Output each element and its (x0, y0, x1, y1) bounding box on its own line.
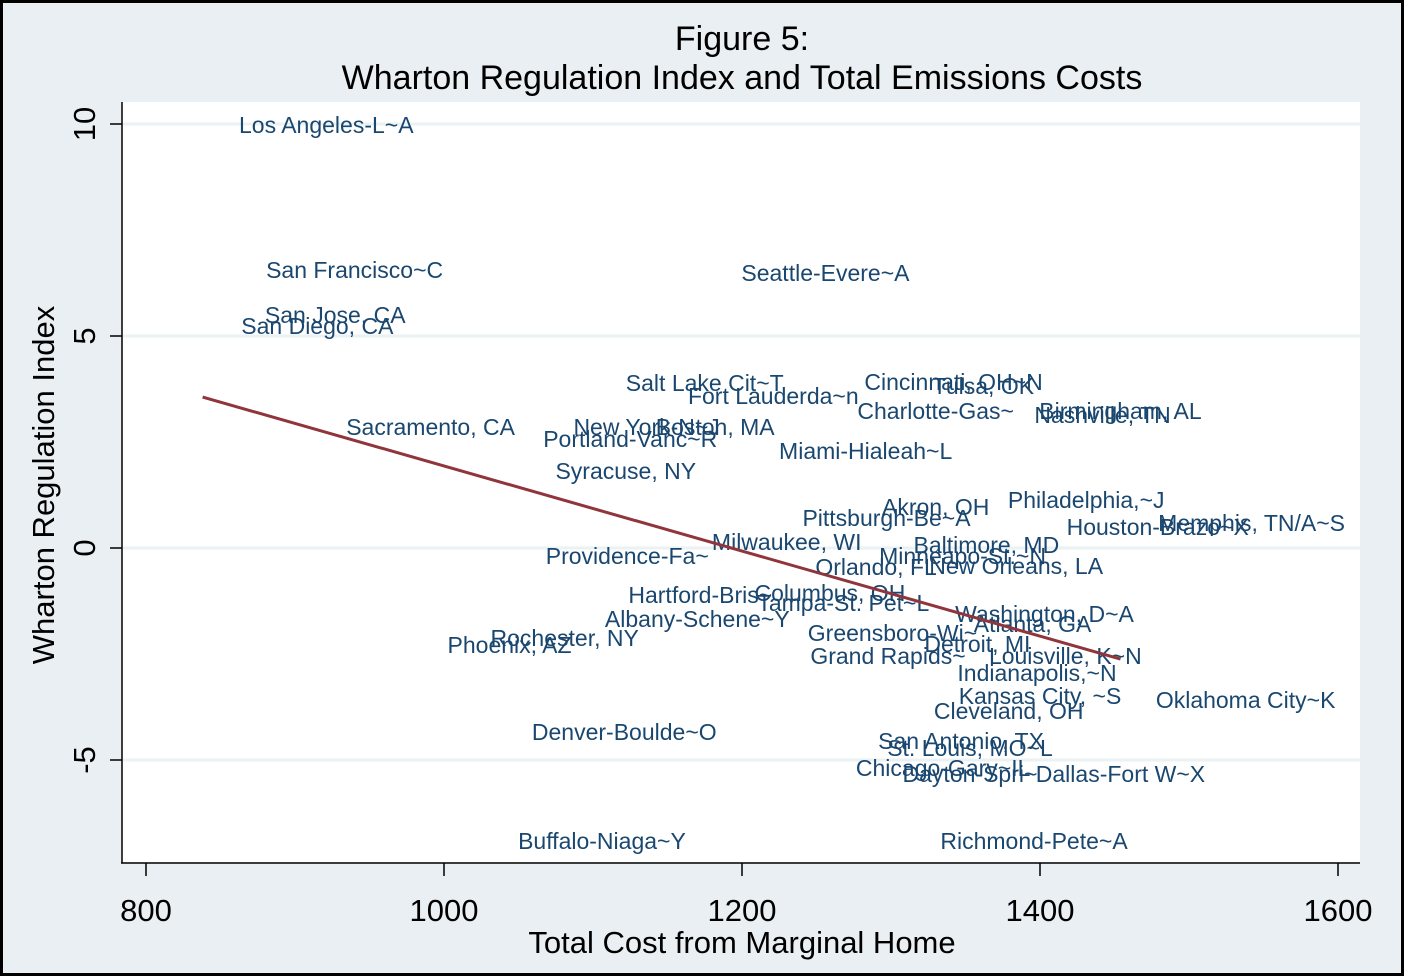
point-label: Milwaukee, WI (712, 529, 862, 555)
point-label: Boston, MA (656, 414, 776, 440)
fit-line (202, 395, 1121, 661)
point-label: Dayton-Spri~ (903, 761, 1038, 787)
point-label: Hartford-Bris~ (628, 582, 772, 608)
point-label: Cleveland, OH (934, 698, 1084, 724)
point-label: Grand Rapids~ (810, 643, 965, 669)
y-tick-label: 10 (67, 107, 102, 141)
point-label: Memphis, TN/A~S (1158, 510, 1345, 536)
gridlines (123, 122, 1360, 762)
point-label: Akron, OH (882, 494, 989, 520)
point-label: San Jose, CA (265, 302, 406, 328)
point-label: Indianapolis,~N (957, 660, 1116, 686)
point-labels: Los Angeles-L~A San Francisco~C San Jose, … (239, 112, 1345, 854)
plot-area (122, 102, 1360, 862)
point-label: Dallas-Fort W~X (1036, 761, 1205, 787)
y-tick-label: 5 (67, 327, 102, 344)
y-tick-label: 0 (67, 539, 102, 556)
point-label: Tampa-St. Pet~L (757, 590, 929, 616)
point-label: Phoenix, AZ (448, 632, 572, 658)
x-axis-ticks: 800 1000 1200 1400 1600 (120, 863, 1372, 928)
point-label: San Antonio, TX (878, 728, 1044, 754)
point-label: Nashville, TN (1034, 402, 1170, 428)
point-label: Columbus, OH (754, 580, 905, 606)
point-label: Orlando, FL (815, 554, 937, 580)
x-tick-label: 1600 (1304, 893, 1373, 928)
figure-frame: Figure 5: Wharton Regulation Index and T… (3, 3, 1401, 973)
point-label: Cincinnati, OH~N (864, 369, 1042, 395)
point-label: Baltimore, MD (914, 532, 1060, 558)
point-label: Salt Lake Cit~T (626, 370, 784, 396)
point-label: San Francisco~C (266, 257, 443, 283)
point-label: Rochester, NY (491, 625, 639, 651)
x-tick-label: 1000 (410, 893, 479, 928)
point-label: Louisville, K~N (989, 643, 1142, 669)
chart-title: Figure 5: (675, 20, 809, 58)
chart-subtitle: Wharton Regulation Index and Total Emiss… (342, 59, 1143, 97)
point-label: Pittsburgh-Be~A (802, 505, 971, 531)
point-label: Greensboro-Wi~ (808, 620, 977, 646)
point-label: Oklahoma City~K (1156, 687, 1336, 713)
point-label: Seattle-Evere~A (741, 260, 910, 286)
point-label: Charlotte-Gas~ (857, 398, 1014, 424)
point-label: Houston-Brazo~X (1067, 514, 1249, 540)
point-label: St. Louis, MO~L (887, 735, 1053, 761)
point-label: Fort Lauderda~n (688, 383, 859, 409)
point-label: Albany-Schene~Y (605, 606, 790, 632)
point-label: Syracuse, NY (555, 458, 696, 484)
point-label: Philadelphia,~J (1008, 487, 1165, 513)
point-label: Detroit, MI (924, 631, 1030, 657)
point-label: Portland-Vanc~R (543, 426, 717, 452)
point-label: New Orleans, LA (929, 553, 1104, 579)
x-tick-label: 800 (120, 893, 172, 928)
point-label: Washington, D~A (955, 601, 1134, 627)
point-label: Providence-Fa~ (546, 543, 709, 569)
point-label: Tulsa, OK (933, 373, 1035, 399)
point-label: Kansas City, ~S (959, 683, 1122, 709)
point-label: Los Angeles-L~A (239, 112, 414, 138)
point-label: Sacramento, CA (346, 414, 515, 440)
point-label: Birmingham, AL (1039, 398, 1202, 424)
x-axis-title: Total Cost from Marginal Home (528, 925, 955, 960)
point-label: Miami-Hialeah~L (779, 438, 952, 464)
scatter-chart: Figure 5: Wharton Regulation Index and T… (26, 20, 1372, 960)
y-axis-title: Wharton Regulation Index (26, 305, 61, 664)
y-axis-ticks: 10 5 0 -5 (67, 107, 122, 774)
point-label: Buffalo-Niaga~Y (518, 828, 686, 854)
y-tick-label: -5 (67, 746, 102, 774)
point-label: Richmond-Pete~A (940, 828, 1128, 854)
point-label: Denver-Boulde~O (532, 719, 717, 745)
point-label: New York-N~J (573, 414, 719, 440)
point-label: Minneapo-St.~N (879, 543, 1046, 569)
point-label: San Diego, CA (241, 313, 394, 339)
x-tick-label: 1200 (708, 893, 777, 928)
x-tick-label: 1400 (1006, 893, 1075, 928)
point-label: Chicago-Gary~IL (856, 755, 1031, 781)
